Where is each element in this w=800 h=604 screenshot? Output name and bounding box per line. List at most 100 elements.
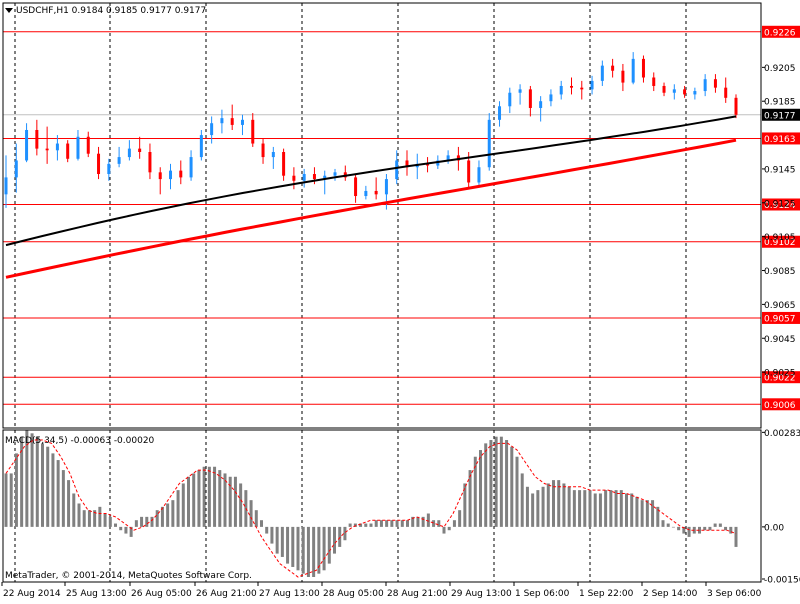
macd-bar [671,526,675,528]
candle-body [179,170,183,178]
candle-body [672,89,676,93]
candle-body [86,136,90,154]
macd-bar [390,520,394,527]
macd-bar [72,493,76,527]
candle-body [45,148,49,151]
macd-bar [312,526,316,577]
price-tick-label: 0.9025 [764,369,796,379]
macd-signal-line [5,439,737,578]
macd-bar [265,526,269,534]
candle-body [734,97,738,115]
candle-body [539,101,543,108]
macd-bar [458,510,462,527]
macd-bar [677,526,681,531]
macd-bar [82,510,86,527]
candle-body [611,65,615,71]
macd-bar [400,520,404,527]
macd-bar [296,526,300,571]
candle-body [169,170,173,180]
candle-body [292,175,296,181]
macd-bar [93,510,97,527]
candle-body [446,155,450,161]
macd-bar [729,526,733,534]
candle-body [158,172,162,180]
candle-body [76,136,80,159]
level-label-bg [762,25,800,38]
moving-average [5,138,737,279]
price-tick-label: 0.9185 [764,98,796,108]
macd-bar [557,480,561,527]
level-label-bg [762,132,800,145]
macd-bar [364,523,368,527]
candle-body [662,85,666,93]
price-tick-label: 0.9045 [764,335,796,345]
macd-bar [369,523,373,527]
candle-body [302,174,306,181]
macd-bar [718,523,722,527]
price-tick-label: 0.9205 [764,64,796,74]
macd-bar [708,526,712,531]
price-tick-label: 0.9145 [764,165,796,175]
time-tick-label: 25 Aug 13:00 [66,589,127,599]
macd-bar [301,526,305,574]
macd-bar [160,506,164,527]
macd-bar [432,520,436,527]
main-panel-frame [2,2,762,429]
macd-bar [463,483,467,527]
candle-body [395,160,399,180]
macd-bar [385,520,389,527]
macd-bar [426,513,430,527]
macd-bar [614,490,618,527]
time-tick-label: 27 Aug 13:00 [259,589,320,599]
macd-bar [379,520,383,527]
macd-bar [536,490,540,527]
price-tick-label: 0.9105 [764,233,796,243]
macd-bar [103,513,107,527]
current-price-label: 0.9177 [764,111,796,121]
macd-bar [67,480,71,527]
macd-bar [87,510,91,527]
level-label: 0.9163 [764,135,796,145]
macd-bar [239,483,243,527]
macd-bar [593,493,597,527]
level-label-bg [762,311,800,324]
time-tick-label: 29 Aug 13:00 [451,589,512,599]
candle-body [55,143,59,151]
macd-bar [588,490,592,527]
level-label: 0.9006 [764,401,796,411]
macd-bar [473,456,477,527]
macd-bar [145,516,149,527]
candle-body [271,152,275,158]
macd-bar [479,450,482,527]
candle-body [364,190,368,197]
macd-bar [343,526,347,541]
candle-body [518,89,522,93]
macd-bar [666,523,670,527]
macd-bar [197,470,201,527]
macd-bar [202,466,206,527]
macd-bar [124,526,128,534]
level-label-bg [762,198,800,211]
macd-bar [437,520,441,527]
macd-bar [661,520,665,527]
candle-body [230,118,234,125]
macd-bar [698,526,701,534]
macd-title: MACD(5,34,5) -0.00063 -0.00020 [5,436,155,446]
macd-bar [333,526,336,554]
candle-body [333,172,337,176]
macd-bar [249,500,253,527]
macd-bar [56,460,60,527]
macd-bar [567,486,571,527]
macd-bar [489,440,493,527]
macd-bar [166,503,170,527]
macd-bar [275,526,279,554]
macd-bar [645,500,649,527]
macd-bar [140,516,144,527]
candle-body [312,174,316,180]
price-tick-label: 0.9125 [764,199,796,209]
candle-body [282,152,286,176]
candle-body [631,58,635,83]
macd-bar [541,486,545,527]
macd-bar [25,430,29,527]
level-label: 0.9124 [764,201,796,211]
